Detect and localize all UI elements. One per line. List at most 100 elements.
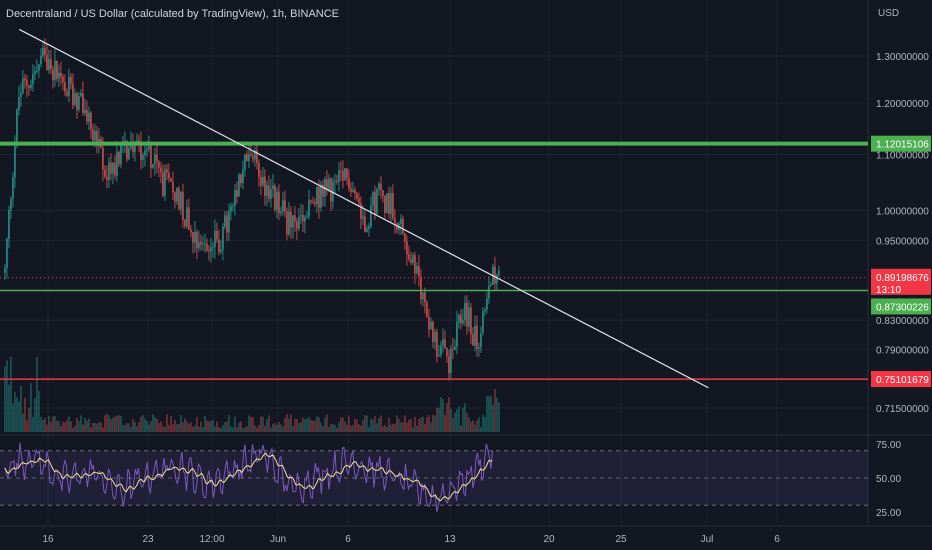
candle-body — [150, 144, 152, 168]
candle-body — [190, 229, 192, 233]
price-tick-label: 0.83000000 — [876, 316, 929, 327]
volume-bar — [284, 417, 286, 432]
volume-bar — [454, 412, 456, 432]
candle-body — [314, 202, 316, 205]
volume-bar — [252, 416, 254, 432]
volume-bar — [496, 397, 498, 432]
volume-bar — [182, 422, 184, 432]
candle-body — [280, 211, 282, 214]
volume-bar — [298, 423, 300, 432]
candle-body — [38, 64, 40, 71]
candle-body — [64, 82, 66, 92]
candle-body — [360, 203, 362, 219]
candle-body — [366, 228, 368, 232]
level-3-tag-bg — [871, 371, 931, 388]
volume-bar — [260, 416, 262, 432]
candle-body — [288, 211, 290, 235]
candle-body — [158, 161, 160, 168]
candle-body — [8, 209, 10, 239]
rsi-line — [4, 442, 493, 513]
candle-body — [392, 193, 394, 219]
volume-bar — [92, 422, 94, 432]
candle-body — [102, 147, 104, 170]
candle-body — [104, 169, 106, 177]
candle-body — [96, 131, 98, 147]
volume-bar — [228, 415, 230, 432]
volume-bar — [282, 426, 284, 432]
candle-body — [274, 185, 276, 211]
candle-body — [92, 129, 94, 141]
candle-body — [440, 345, 442, 355]
volume-bar — [28, 407, 30, 432]
time-tick-label: Jul — [701, 534, 714, 545]
volume-bar — [112, 417, 114, 432]
volume-bar — [408, 419, 410, 432]
volume-bar — [122, 425, 124, 432]
candle-body — [320, 184, 322, 208]
volume-bar — [292, 426, 294, 432]
candle-body — [208, 250, 210, 252]
candle-body — [88, 112, 90, 122]
candle-body — [126, 140, 128, 160]
candle-body — [484, 309, 486, 312]
candle-body — [380, 183, 382, 191]
volume-bar — [100, 422, 102, 432]
candle-body — [34, 71, 36, 75]
candle-body — [78, 96, 80, 110]
volume-bar — [384, 425, 386, 432]
candle-body — [340, 170, 342, 172]
candle-body — [298, 216, 300, 229]
candle-body — [474, 325, 476, 346]
time-tick-label: 6 — [774, 534, 780, 545]
candle-body — [358, 198, 360, 204]
candle-body — [332, 181, 334, 202]
candle-body — [106, 176, 108, 180]
volume-bar — [372, 419, 374, 432]
volume-bar — [308, 417, 310, 432]
volume-bar — [136, 426, 138, 432]
candle-body — [426, 302, 428, 318]
volume-bar — [360, 425, 362, 432]
candle-body — [160, 167, 162, 173]
volume-bar — [340, 417, 342, 432]
volume-bar — [170, 416, 172, 432]
candle-body — [400, 218, 402, 224]
volume-bar — [256, 427, 258, 432]
volume-bar — [264, 426, 266, 432]
candle-body — [28, 86, 30, 88]
volume-bar — [432, 414, 434, 432]
candle-body — [322, 184, 324, 197]
candle-body — [134, 141, 136, 152]
candle-body — [428, 317, 430, 330]
volume-bar — [146, 420, 148, 432]
volume-bar — [234, 416, 236, 432]
volume-bar — [218, 427, 220, 432]
volume-bar — [470, 421, 472, 432]
volume-bar — [290, 414, 292, 432]
volume-bar — [368, 427, 370, 432]
volume-bar — [226, 421, 228, 432]
candle-body — [376, 188, 378, 214]
volume-bar — [130, 427, 132, 432]
candle-body — [370, 205, 372, 227]
candle-body — [480, 332, 482, 348]
candle-body — [448, 356, 450, 374]
candle-body — [438, 354, 440, 357]
volume-bar — [180, 415, 182, 432]
volume-bar — [388, 417, 390, 432]
candle-body — [242, 169, 244, 184]
volume-bar — [186, 421, 188, 432]
volume-bar — [412, 427, 414, 432]
volume-bar — [314, 420, 316, 432]
volume-bar — [104, 415, 106, 432]
candle-body — [136, 140, 138, 142]
candle-body — [210, 247, 212, 252]
volume-bar — [204, 415, 206, 432]
candle-body — [498, 270, 500, 275]
candle-body — [290, 211, 292, 228]
candle-body — [338, 170, 340, 182]
candle-body — [220, 249, 222, 253]
volume-bar — [302, 417, 304, 432]
volume-bar — [328, 426, 330, 432]
